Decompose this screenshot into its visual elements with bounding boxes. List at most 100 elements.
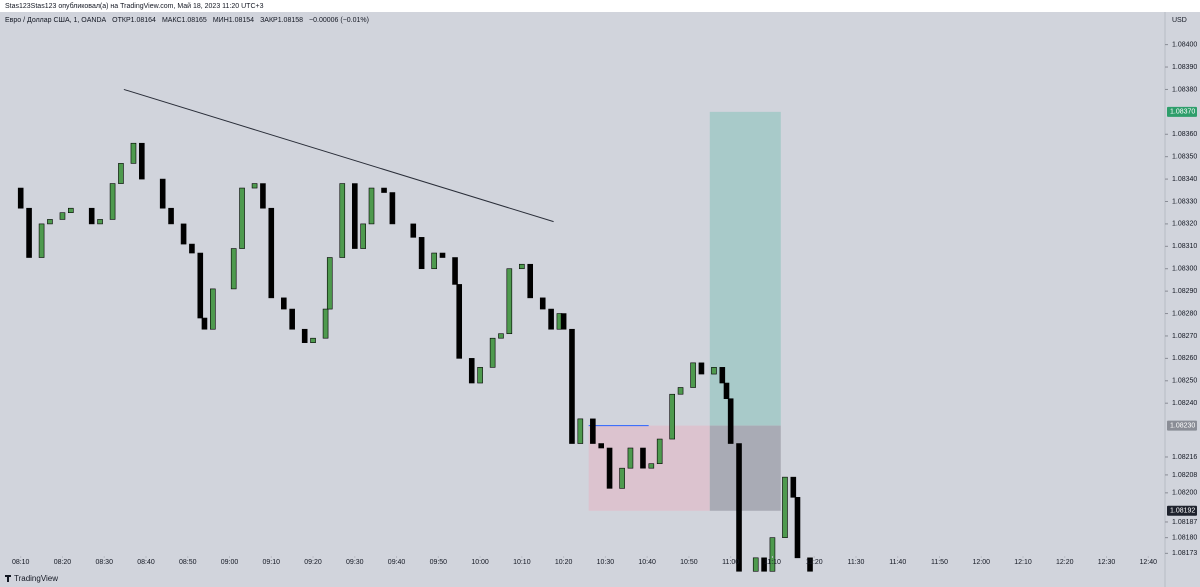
header-bar	[0, 0, 1200, 12]
candle	[26, 207, 32, 258]
x-tick-label: 12:30	[1098, 559, 1116, 566]
x-tick-label: 09:40	[388, 559, 406, 566]
x-tick-label: 11:40	[889, 559, 906, 566]
currency: USD	[1172, 17, 1187, 24]
candle	[807, 557, 813, 572]
candle	[281, 297, 287, 310]
candle	[47, 219, 53, 225]
y-tick-label: 1.08330	[1172, 198, 1197, 205]
candle	[230, 248, 237, 290]
x-tick-label: 09:50	[430, 559, 448, 566]
y-tick-label: 1.08400	[1172, 41, 1197, 48]
y-tick-label: 1.08250	[1172, 378, 1197, 385]
candle	[210, 288, 216, 330]
legend-label: ОТКР	[112, 17, 131, 24]
byline: Stas123Stas123 опубликовал(а) на Trading…	[5, 2, 264, 10]
candle	[794, 497, 801, 559]
y-tick-label: 1.08320	[1172, 221, 1197, 228]
candle	[88, 207, 95, 225]
price-axis-cover	[1166, 12, 1200, 587]
legend-label: МАКС	[162, 17, 182, 24]
symbol-title: Евро / Доллар США, 1, OANDA	[5, 17, 107, 24]
y-tick-label: 1.08270	[1172, 333, 1197, 340]
price-label: 1.08230	[1170, 422, 1195, 429]
x-tick-label: 11:10	[764, 559, 781, 566]
candle	[527, 263, 534, 299]
x-tick-label: 12:20	[1056, 559, 1074, 566]
x-tick-label: 11:50	[931, 559, 948, 566]
candle	[769, 537, 776, 572]
candle	[168, 207, 174, 225]
candle	[577, 418, 584, 444]
plot	[17, 88, 813, 572]
price-label-box	[1167, 420, 1197, 431]
candle	[782, 476, 788, 538]
candle	[368, 187, 375, 225]
candle	[301, 328, 308, 343]
footer-brand: TradingView	[14, 574, 58, 583]
candle	[197, 252, 204, 319]
candle	[711, 367, 717, 375]
x-tick-label: 11:30	[847, 559, 864, 566]
candle	[339, 183, 346, 258]
candle	[719, 367, 726, 384]
candle	[498, 333, 504, 339]
x-tick-label: 11:20	[806, 559, 823, 566]
y-tick-label: 1.08340	[1172, 176, 1197, 183]
axis-labels: 08:10 08:20 08:30 08:40 08:50 09:00 09:10 09:20…	[12, 12, 1200, 587]
candle	[548, 308, 554, 330]
candle	[690, 362, 696, 388]
candle	[506, 268, 513, 335]
candle	[360, 223, 366, 249]
candle	[439, 252, 446, 258]
candle	[410, 223, 417, 238]
candle	[418, 237, 425, 270]
legend-value: 1.08154	[229, 17, 254, 24]
y-tick-label: 1.08310	[1172, 243, 1197, 250]
y-tick-label: 1.08300	[1172, 266, 1197, 273]
candle	[698, 362, 705, 375]
candle	[326, 257, 333, 310]
candle	[381, 187, 387, 193]
candle	[139, 142, 145, 180]
candle	[477, 367, 483, 384]
x-tick-label: 08:40	[137, 559, 155, 566]
y-tick-label: 1.08240	[1172, 400, 1197, 407]
candle	[268, 207, 275, 299]
candle	[752, 557, 759, 572]
price-label-box	[1167, 505, 1197, 516]
candle	[468, 358, 475, 384]
candle	[352, 183, 358, 249]
candle	[677, 387, 684, 395]
candle	[109, 183, 116, 220]
legend-value: 1.08164	[131, 17, 156, 24]
candle	[640, 447, 646, 469]
x-tick-label: 08:50	[179, 559, 197, 566]
y-tick-label: 1.08390	[1172, 64, 1197, 71]
candle	[189, 243, 195, 254]
candle	[539, 297, 546, 310]
candle	[310, 337, 316, 343]
candle	[159, 178, 166, 209]
candle	[59, 212, 66, 220]
candle	[239, 187, 245, 249]
candle	[389, 192, 396, 225]
candle	[452, 257, 458, 285]
candle	[456, 284, 463, 359]
x-tick-label: 12:00	[972, 559, 990, 566]
trendline	[123, 88, 554, 223]
y-tick-label: 1.08260	[1172, 355, 1197, 362]
candle	[619, 467, 625, 489]
x-tick-label: 10:40	[638, 559, 656, 566]
y-tick-label: 1.08380	[1172, 86, 1197, 93]
x-tick-label: 10:50	[680, 559, 698, 566]
candle	[118, 163, 124, 184]
x-tick-label: 08:20	[54, 559, 72, 566]
x-tick-label: 10:30	[597, 559, 615, 566]
logo	[5, 575, 11, 582]
x-tick-label: 09:00	[221, 559, 239, 566]
y-tick-label: 1.08180	[1172, 535, 1197, 542]
candle	[251, 183, 258, 189]
candle	[489, 337, 496, 368]
